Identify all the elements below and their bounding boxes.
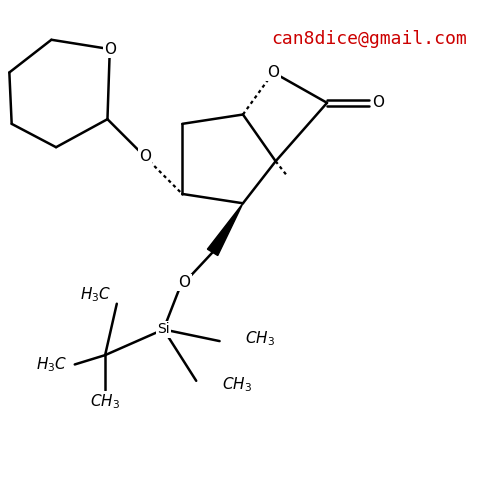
Text: $H_3C$: $H_3C$ (36, 355, 67, 374)
Text: $CH_3$: $CH_3$ (246, 330, 276, 348)
Text: Si: Si (157, 322, 170, 336)
Polygon shape (208, 204, 243, 256)
Text: O: O (268, 65, 280, 80)
Text: O: O (104, 42, 116, 56)
Text: O: O (139, 149, 151, 164)
Text: $H_3C$: $H_3C$ (80, 285, 112, 304)
Text: $CH_3$: $CH_3$ (222, 375, 252, 394)
Text: can8dice@gmail.com: can8dice@gmail.com (271, 30, 466, 48)
Text: $CH_3$: $CH_3$ (90, 392, 120, 411)
Text: O: O (372, 96, 384, 110)
Text: O: O (178, 275, 190, 290)
